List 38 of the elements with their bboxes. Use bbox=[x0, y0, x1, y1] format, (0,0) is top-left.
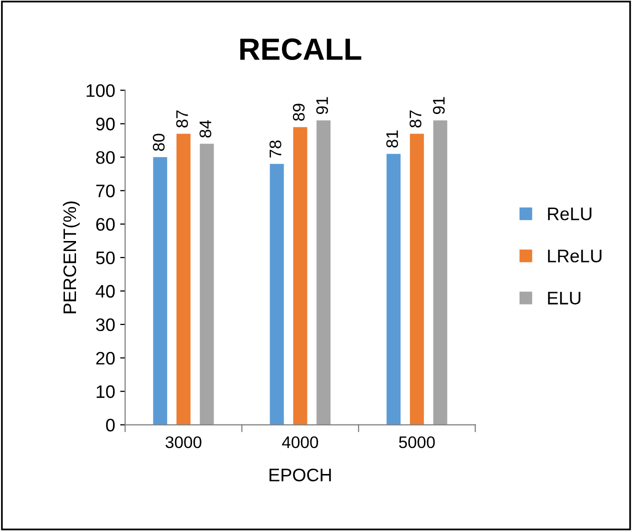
data-label: 87 bbox=[176, 110, 188, 128]
y-tick-label: 10 bbox=[96, 385, 115, 398]
bar bbox=[433, 120, 448, 425]
bar bbox=[316, 120, 331, 425]
bar bbox=[293, 127, 308, 425]
y-axis-title: PERCENT(%) bbox=[62, 201, 80, 314]
bar bbox=[176, 134, 190, 425]
x-tick-label: 3000 bbox=[166, 436, 202, 448]
data-label: 78 bbox=[270, 140, 282, 158]
chart-title: RECALL bbox=[240, 38, 362, 60]
bar bbox=[153, 157, 168, 425]
bar bbox=[200, 144, 214, 425]
data-label: 80 bbox=[152, 134, 165, 151]
data-label: 84 bbox=[200, 120, 212, 138]
x-tick-label: 4000 bbox=[282, 436, 318, 448]
legend-label: ELU bbox=[548, 292, 580, 304]
y-tick-label: 100 bbox=[86, 84, 115, 97]
y-tick-label: 20 bbox=[96, 352, 115, 365]
legend-label: LReLU bbox=[548, 250, 602, 262]
y-tick-label: 80 bbox=[96, 151, 115, 164]
x-axis-title: EPOCH bbox=[270, 468, 331, 482]
y-tick-label: 90 bbox=[96, 118, 115, 130]
y-tick-label: 60 bbox=[96, 218, 115, 231]
y-tick-label: 50 bbox=[96, 251, 115, 264]
data-label: 91 bbox=[432, 97, 445, 114]
y-tick-label: 40 bbox=[96, 284, 115, 298]
bar bbox=[270, 164, 284, 425]
legend-label: ReLU bbox=[548, 208, 592, 220]
data-label: 81 bbox=[386, 130, 398, 148]
data-label: 91 bbox=[316, 97, 328, 114]
data-label: 89 bbox=[292, 104, 305, 121]
data-label: 87 bbox=[410, 110, 422, 128]
y-tick-label: 0 bbox=[106, 418, 115, 432]
x-tick-label: 5000 bbox=[399, 436, 435, 448]
y-tick-label: 70 bbox=[96, 184, 115, 198]
y-tick-label: 30 bbox=[96, 318, 115, 332]
bar bbox=[386, 154, 401, 425]
bar bbox=[410, 134, 424, 425]
